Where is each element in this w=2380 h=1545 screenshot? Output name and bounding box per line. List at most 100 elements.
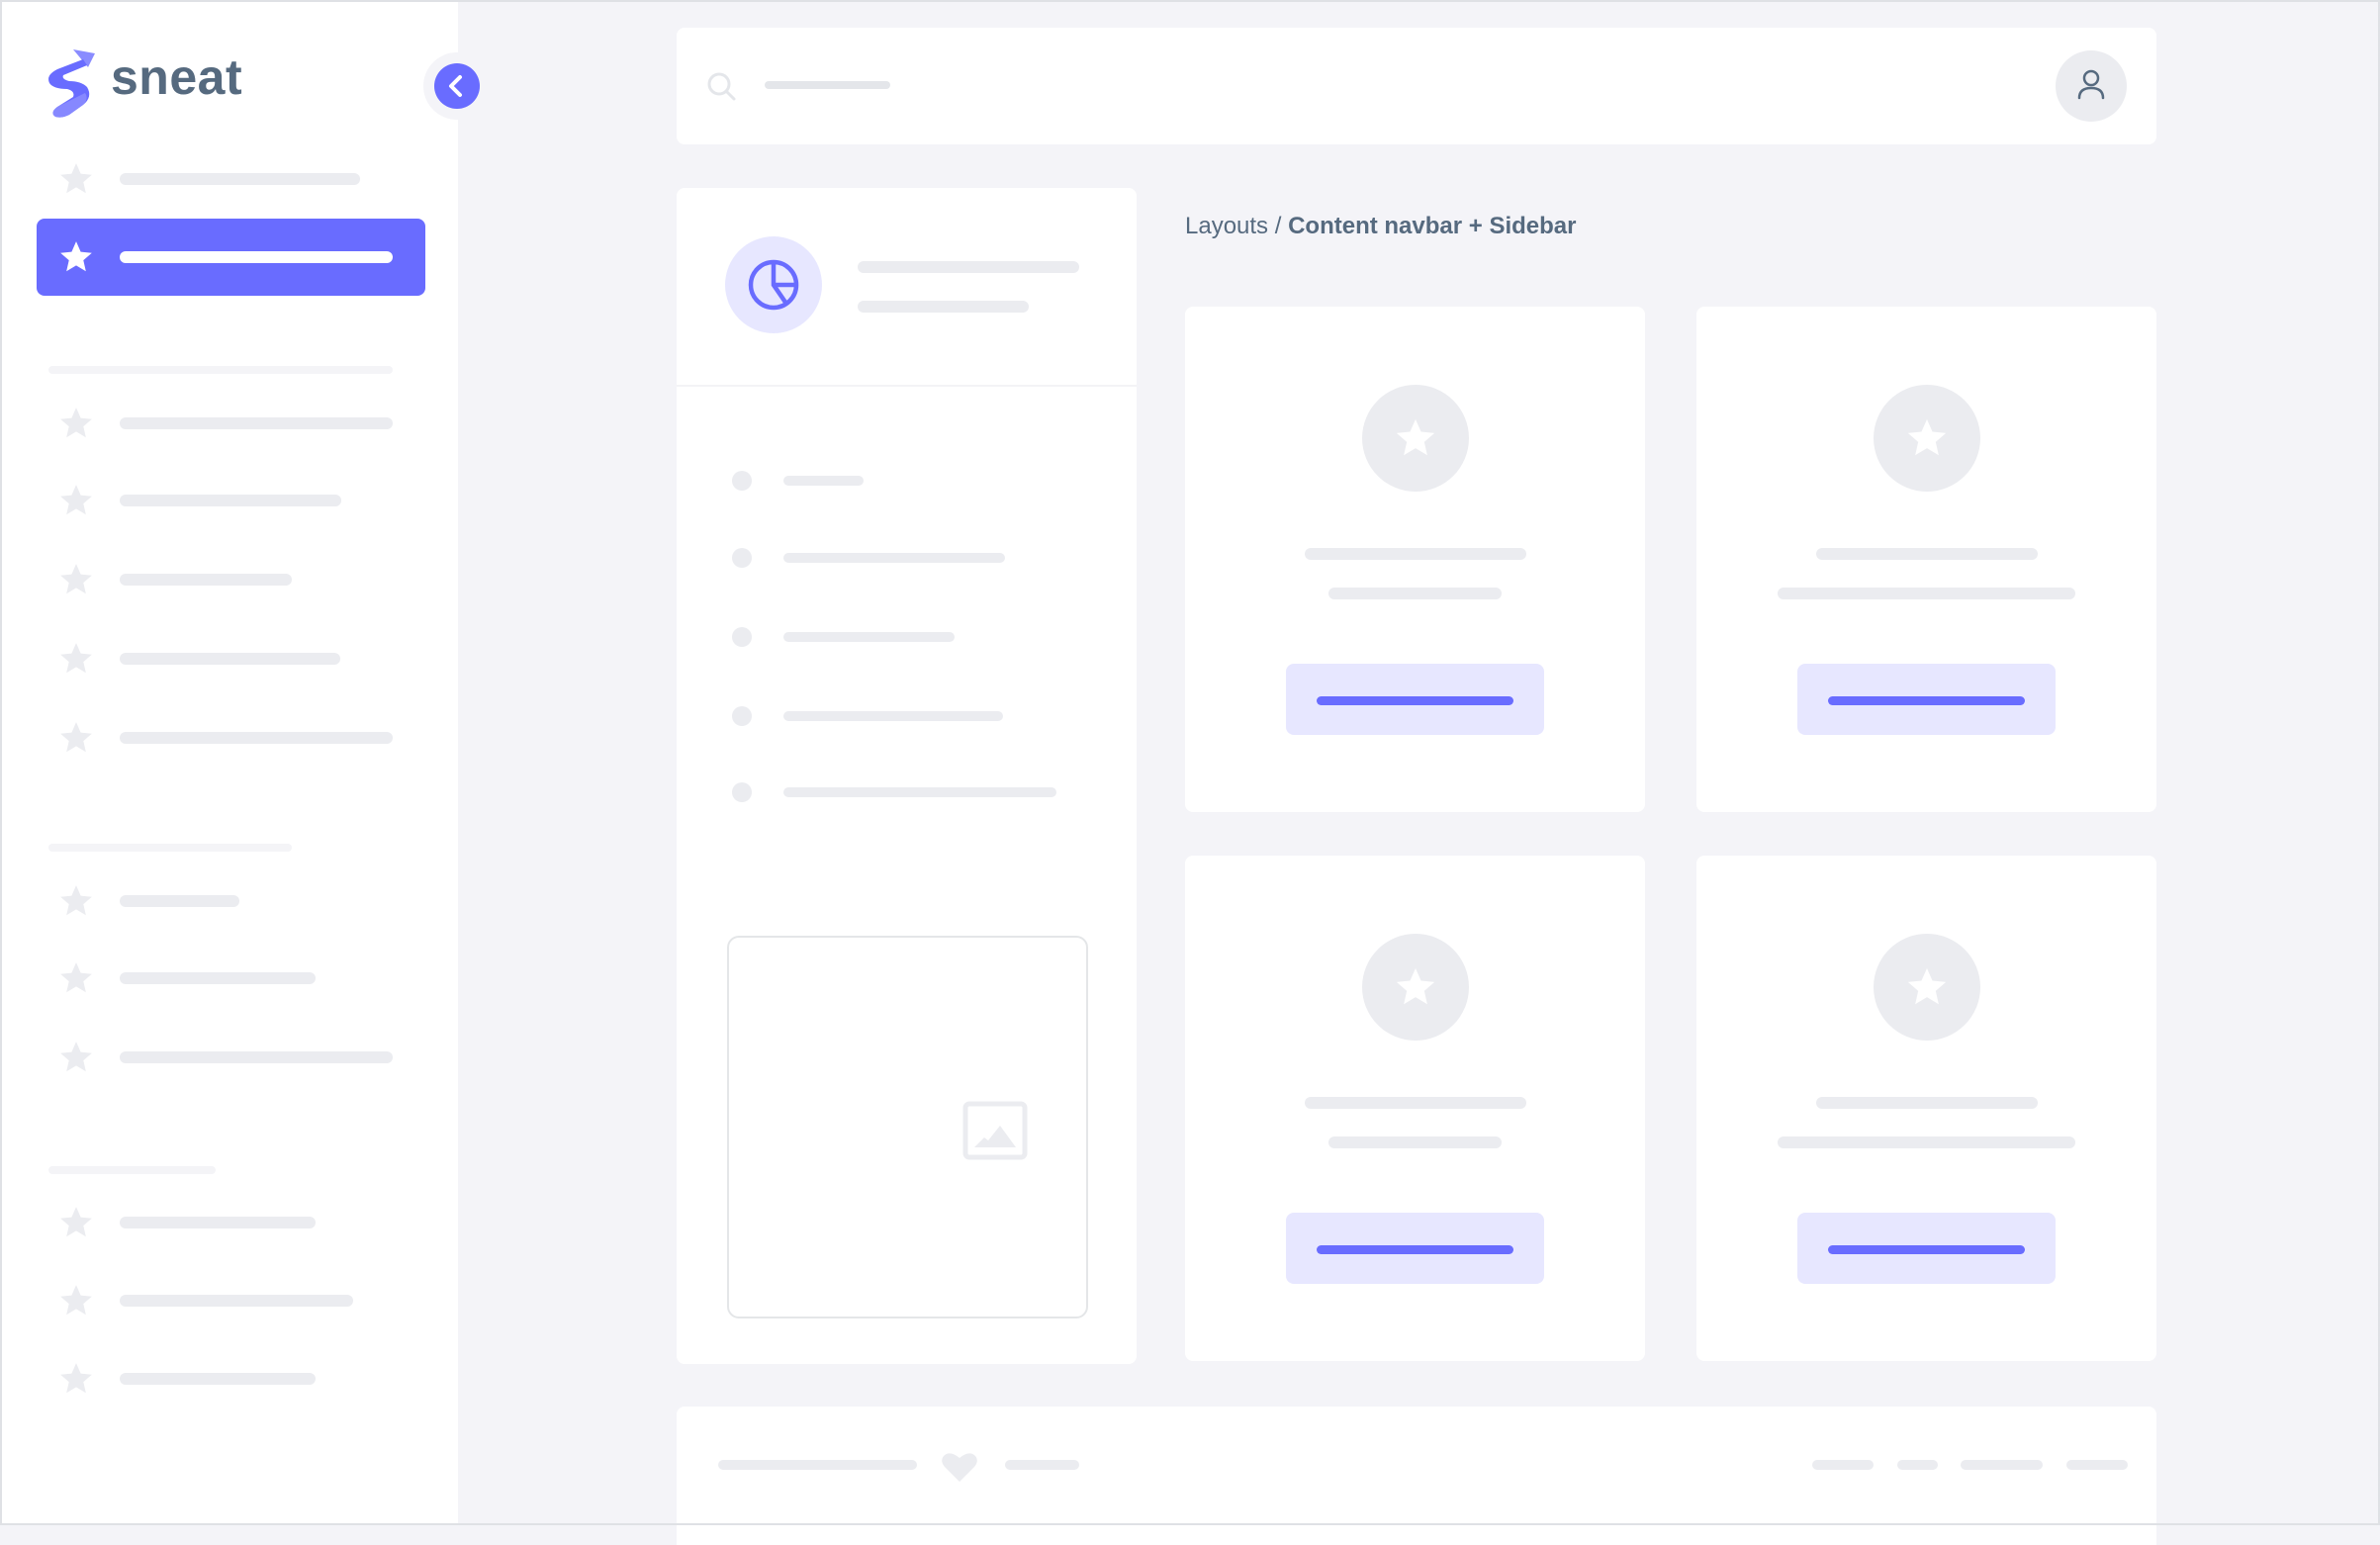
- sidebar-item-label[interactable]: [120, 495, 341, 506]
- star-icon: [1904, 415, 1950, 461]
- sidebar-item-label[interactable]: [120, 1373, 316, 1385]
- star-icon: [57, 405, 95, 442]
- card-title-skeleton: [1815, 1097, 2038, 1109]
- panel-subtitle-skeleton: [858, 301, 1029, 313]
- image-placeholder: [727, 936, 1088, 1318]
- search-input[interactable]: [765, 81, 890, 89]
- sidebar-section-header: [48, 844, 292, 852]
- sidebar-section-header: [48, 1166, 216, 1174]
- sidebar-item-label[interactable]: [120, 417, 393, 429]
- star-icon: [1904, 964, 1950, 1010]
- card-icon-circle: [1874, 385, 1980, 492]
- list-item-skeleton[interactable]: [783, 711, 1003, 721]
- card-icon-circle: [1362, 385, 1469, 492]
- content-card: [1696, 856, 2156, 1361]
- star-icon: [57, 1282, 95, 1319]
- star-icon: [57, 882, 95, 920]
- star-icon: [1393, 415, 1438, 461]
- content-side-panel: [677, 188, 1137, 1364]
- star-icon: [57, 160, 95, 198]
- user-avatar[interactable]: [2056, 50, 2127, 122]
- card-icon-circle: [1362, 934, 1469, 1041]
- breadcrumb-separator: /: [1268, 213, 1289, 239]
- card-button[interactable]: [1286, 1213, 1544, 1284]
- star-icon: [60, 408, 92, 438]
- star-icon: [60, 163, 92, 194]
- search-icon[interactable]: [706, 71, 738, 103]
- star-icon: [57, 561, 95, 598]
- star-icon: [57, 238, 95, 276]
- panel-avatar: [725, 236, 822, 333]
- footer-text-skeleton: [718, 1460, 917, 1470]
- list-item-skeleton[interactable]: [783, 632, 955, 642]
- sidebar-item-label[interactable]: [120, 1217, 316, 1228]
- sidebar-item-label[interactable]: [120, 1051, 393, 1063]
- content-card: [1696, 307, 2156, 812]
- star-icon: [57, 1360, 95, 1398]
- card-button[interactable]: [1797, 1213, 2056, 1284]
- content-card: [1185, 307, 1645, 812]
- footer-link[interactable]: [1961, 1460, 2043, 1470]
- sidebar-item-label[interactable]: [120, 1295, 353, 1307]
- sidebar-item-label[interactable]: [120, 972, 316, 984]
- star-icon: [57, 640, 95, 678]
- star-icon: [60, 485, 92, 515]
- collapse-sidebar-button[interactable]: [434, 63, 480, 109]
- list-bullet: [732, 782, 752, 802]
- star-icon: [1393, 964, 1438, 1010]
- card-button-label: [1828, 696, 2025, 705]
- card-title-skeleton: [1304, 548, 1526, 560]
- sidebar-item-label[interactable]: [120, 895, 239, 907]
- sidebar-item-label[interactable]: [120, 732, 393, 744]
- star-icon: [60, 564, 92, 594]
- card-button-label: [1317, 696, 1513, 705]
- card-button-label: [1828, 1245, 2025, 1254]
- card-text-skeleton: [1328, 588, 1502, 599]
- footer-link[interactable]: [1897, 1460, 1938, 1470]
- sidebar-item-label[interactable]: [120, 173, 360, 185]
- star-icon: [57, 959, 95, 997]
- star-icon: [57, 1204, 95, 1241]
- star-icon: [57, 1039, 95, 1076]
- content-card: [1185, 856, 1645, 1361]
- list-bullet: [732, 627, 752, 647]
- star-icon: [60, 643, 92, 674]
- brand-name: sneat: [111, 49, 243, 105]
- footer-link[interactable]: [1812, 1460, 1874, 1470]
- star-icon: [60, 1363, 92, 1394]
- star-icon: [60, 722, 92, 753]
- star-icon: [57, 719, 95, 757]
- card-text-skeleton: [1778, 588, 2075, 599]
- pie-chart-icon: [748, 259, 799, 311]
- list-item-skeleton[interactable]: [783, 553, 1005, 563]
- breadcrumb-current: Content navbar + Sidebar: [1288, 213, 1577, 239]
- card-title-skeleton: [1815, 548, 2038, 560]
- user-icon: [2077, 69, 2105, 100]
- sidebar-section-header: [48, 366, 393, 374]
- card-title-skeleton: [1304, 1097, 1526, 1109]
- card-text-skeleton: [1778, 1136, 2075, 1148]
- image-icon: [962, 1101, 1028, 1160]
- heart-icon: [942, 1453, 977, 1482]
- footer-link-skeleton[interactable]: [1005, 1460, 1079, 1470]
- list-item-skeleton[interactable]: [783, 476, 864, 486]
- panel-divider: [677, 385, 1137, 387]
- list-bullet: [732, 471, 752, 491]
- logo-icon: [44, 45, 99, 119]
- star-icon: [60, 885, 92, 916]
- breadcrumb-parent[interactable]: Layouts: [1185, 213, 1269, 239]
- star-icon: [60, 1042, 92, 1072]
- chevron-left-icon: [449, 75, 462, 97]
- footer-link[interactable]: [2066, 1460, 2128, 1470]
- star-icon: [57, 482, 95, 519]
- breadcrumb: Layouts / Content navbar + Sidebar: [1185, 212, 1576, 241]
- list-item-skeleton[interactable]: [783, 787, 1056, 797]
- sidebar: sneat: [0, 0, 458, 1525]
- star-icon: [60, 241, 92, 272]
- sidebar-item-label-active[interactable]: [120, 251, 393, 263]
- card-button[interactable]: [1797, 664, 2056, 735]
- navbar: [677, 28, 2156, 144]
- sidebar-item-label[interactable]: [120, 653, 340, 665]
- sidebar-item-label[interactable]: [120, 574, 292, 586]
- card-button[interactable]: [1286, 664, 1544, 735]
